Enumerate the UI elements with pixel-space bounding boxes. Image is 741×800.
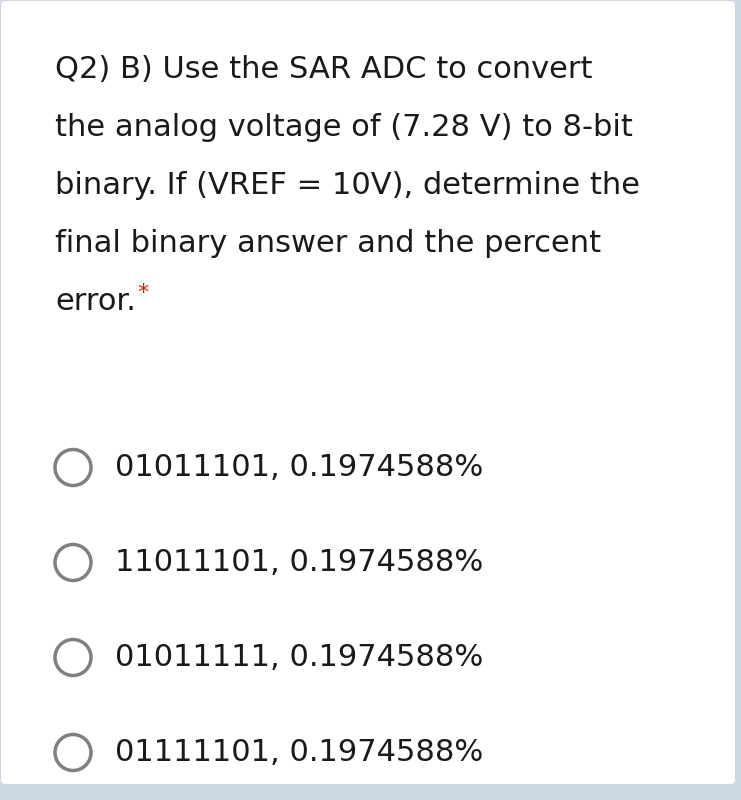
Text: 11011101, 0.1974588%: 11011101, 0.1974588%: [115, 548, 483, 577]
Text: 01111101, 0.1974588%: 01111101, 0.1974588%: [115, 738, 483, 767]
Text: Q2) B) Use the SAR ADC to convert: Q2) B) Use the SAR ADC to convert: [55, 54, 593, 83]
Text: binary. If (VREF = 10V), determine the: binary. If (VREF = 10V), determine the: [55, 170, 640, 199]
Text: 01011111, 0.1974588%: 01011111, 0.1974588%: [115, 643, 483, 672]
Text: final binary answer and the percent: final binary answer and the percent: [55, 229, 601, 258]
Text: *: *: [137, 283, 148, 303]
Text: the analog voltage of (7.28 V) to 8-bit: the analog voltage of (7.28 V) to 8-bit: [55, 113, 633, 142]
Text: 01011101, 0.1974588%: 01011101, 0.1974588%: [115, 453, 483, 482]
FancyBboxPatch shape: [1, 1, 735, 784]
Text: error.: error.: [55, 286, 136, 315]
